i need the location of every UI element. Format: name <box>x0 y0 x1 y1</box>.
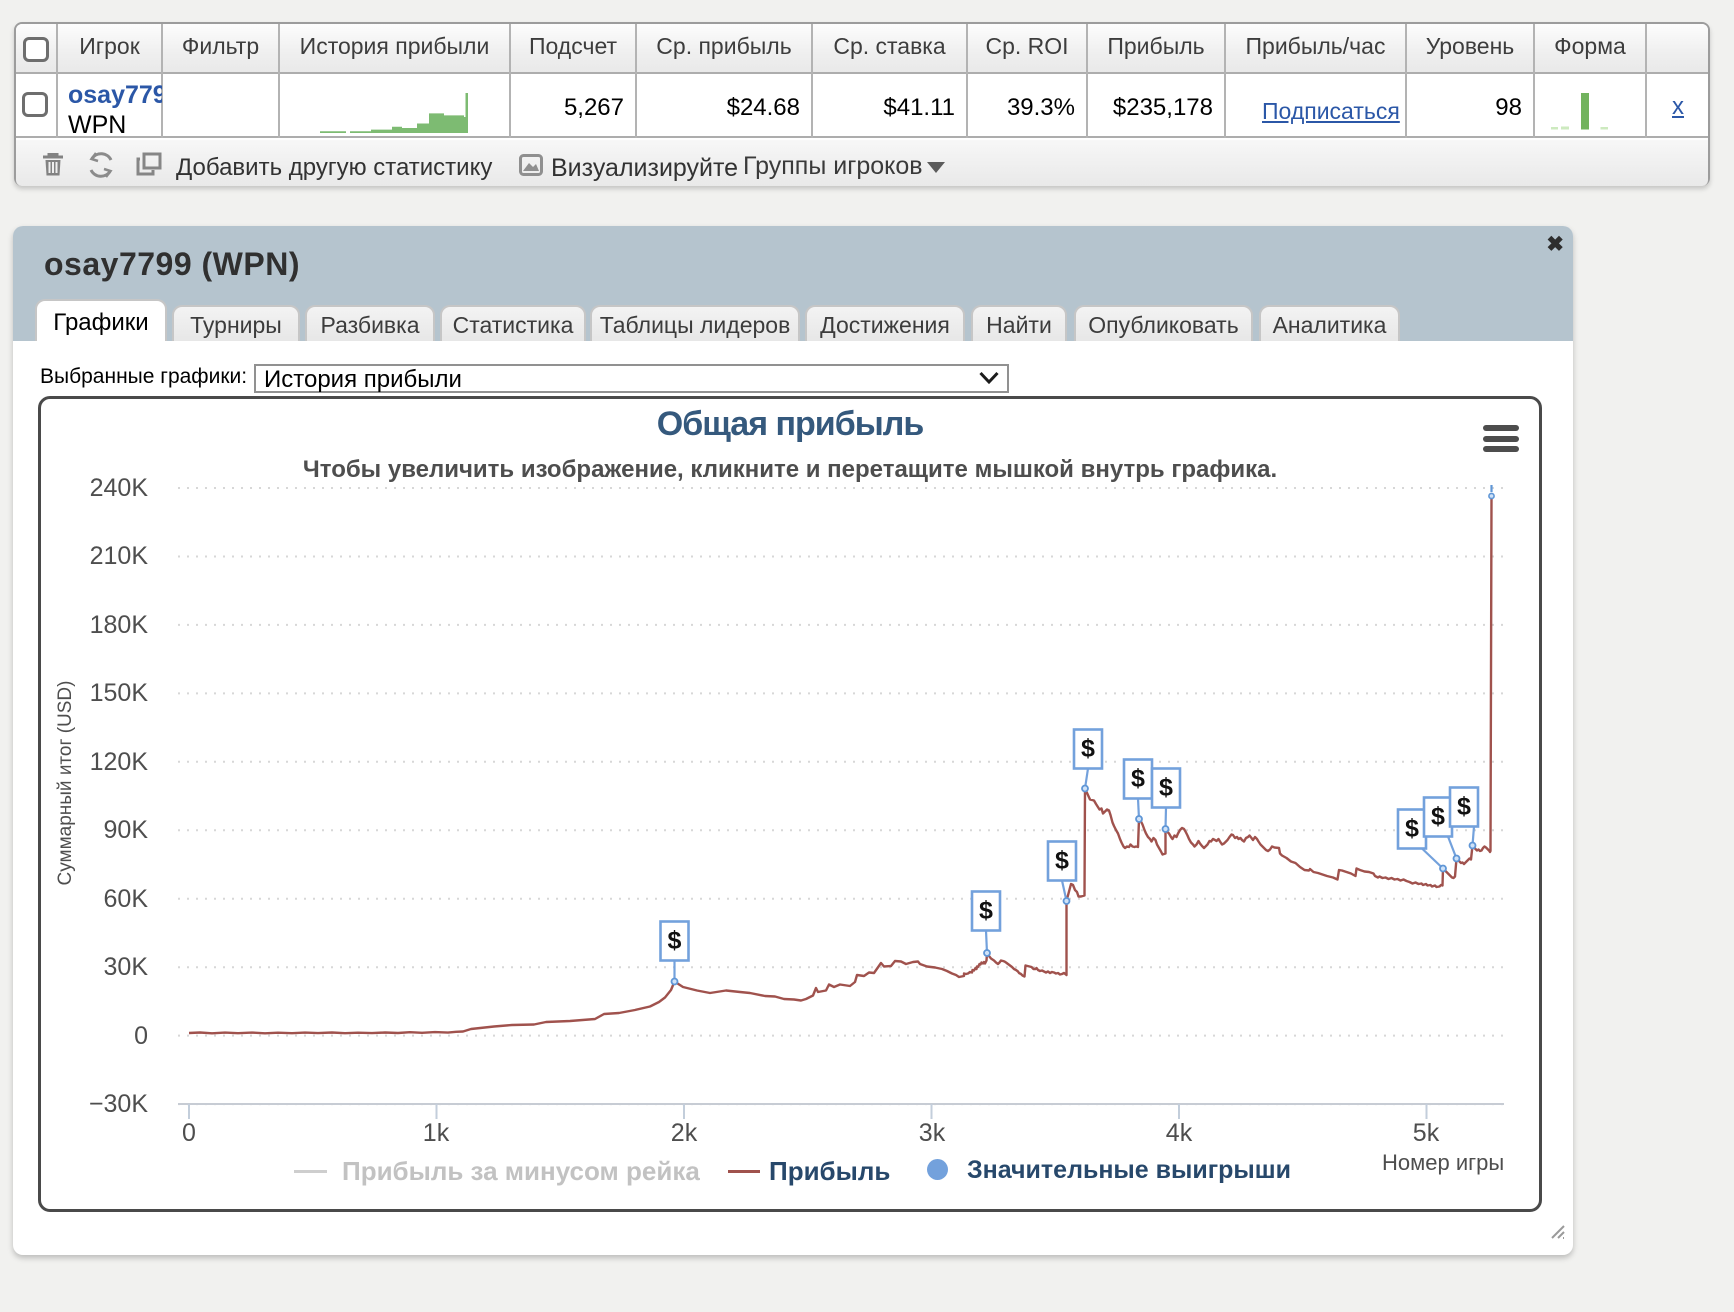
svg-text:$: $ <box>1055 847 1069 875</box>
svg-text:$: $ <box>1159 774 1173 802</box>
svg-text:$: $ <box>1457 793 1471 821</box>
svg-text:$: $ <box>1431 803 1445 831</box>
svg-text:$: $ <box>1081 735 1095 763</box>
svg-text:$: $ <box>979 897 993 925</box>
svg-text:$: $ <box>668 927 682 955</box>
svg-text:$: $ <box>1131 765 1145 793</box>
svg-text:$: $ <box>1405 815 1419 843</box>
